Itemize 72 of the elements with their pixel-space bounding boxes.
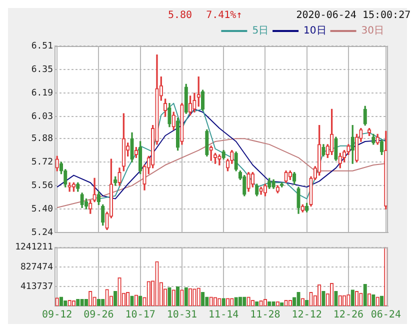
candlestick (172, 112, 176, 130)
candlestick (263, 184, 268, 196)
candlestick (76, 182, 80, 192)
candlestick (296, 186, 300, 214)
text: 2020-06-24 15:00:27 (296, 10, 411, 20)
candlestick (372, 134, 376, 145)
candlestick (305, 202, 309, 212)
x-tick-label: 11-14 (208, 310, 239, 321)
candlestick (168, 102, 172, 128)
candlestick (80, 192, 84, 208)
text: 7.41%↑ (206, 10, 242, 20)
y-tick-label: 6.03 (31, 112, 53, 122)
candlestick (68, 182, 72, 192)
y-tick-label: 6.35 (31, 64, 53, 75)
candlestick (234, 151, 238, 172)
y-tick-label: 5.56 (31, 180, 53, 191)
y-tick-label: 5.72 (31, 157, 53, 168)
candlestick (272, 179, 276, 189)
candlestick (338, 152, 342, 168)
candlestick (346, 144, 350, 156)
y-tick-label: 6.51 (31, 41, 53, 52)
legend-label: 30日 (361, 26, 384, 37)
candlestick (222, 150, 226, 160)
candlestick (276, 185, 280, 194)
candlestick (230, 150, 234, 164)
candlestick (322, 144, 326, 157)
x-tick-label: 10-31 (166, 310, 198, 321)
candlestick (334, 136, 338, 161)
x-tick-label: 09-12 (42, 310, 72, 321)
legend-label: 10日 (304, 26, 326, 37)
x-tick-label: 12-12 (292, 310, 322, 321)
candlestick (288, 170, 292, 180)
candlestick (184, 84, 188, 114)
candlestick (180, 102, 184, 145)
candlestick (246, 172, 250, 192)
candlestick (92, 178, 96, 202)
candlestick (130, 132, 134, 162)
candlestick (268, 178, 272, 189)
x-tick-label: 09-26 (84, 310, 114, 321)
x-tick-label: 06-24 (370, 310, 401, 321)
candlestick (284, 170, 288, 183)
candlestick (259, 186, 263, 195)
candlestick (138, 141, 142, 174)
candlestick (317, 125, 322, 176)
y-tick-label: 413737 (20, 282, 53, 292)
candlestick (134, 147, 138, 158)
candlestick (250, 172, 255, 188)
y-tick-label: 827474 (20, 262, 53, 272)
candlestick (292, 172, 296, 184)
candlestick (300, 204, 304, 212)
candlestick (188, 96, 192, 116)
candlestick (163, 98, 168, 117)
x-tick-label: 10-17 (125, 310, 156, 321)
candlestick (122, 113, 126, 172)
candlestick (376, 134, 380, 145)
y-tick-label: 1241211 (15, 242, 53, 253)
candlestick (192, 92, 196, 112)
legend-label: 5日 (252, 26, 269, 37)
candlestick (380, 140, 384, 156)
x-tick-label: 11-28 (250, 310, 280, 321)
candlestick (200, 90, 205, 111)
y-tick-label: 6.19 (31, 88, 53, 98)
y-tick-label: 5.40 (31, 204, 53, 214)
text: 5.80 (168, 10, 192, 20)
y-tick-label: 5.24 (31, 228, 53, 238)
candlestick (205, 129, 209, 157)
candlestick (96, 191, 101, 206)
candlestick (176, 118, 180, 151)
candlestick (88, 200, 92, 214)
y-tick-label: 5.88 (31, 134, 53, 144)
candlestick (118, 168, 122, 186)
x-tick-label: 12-26 (333, 310, 364, 321)
